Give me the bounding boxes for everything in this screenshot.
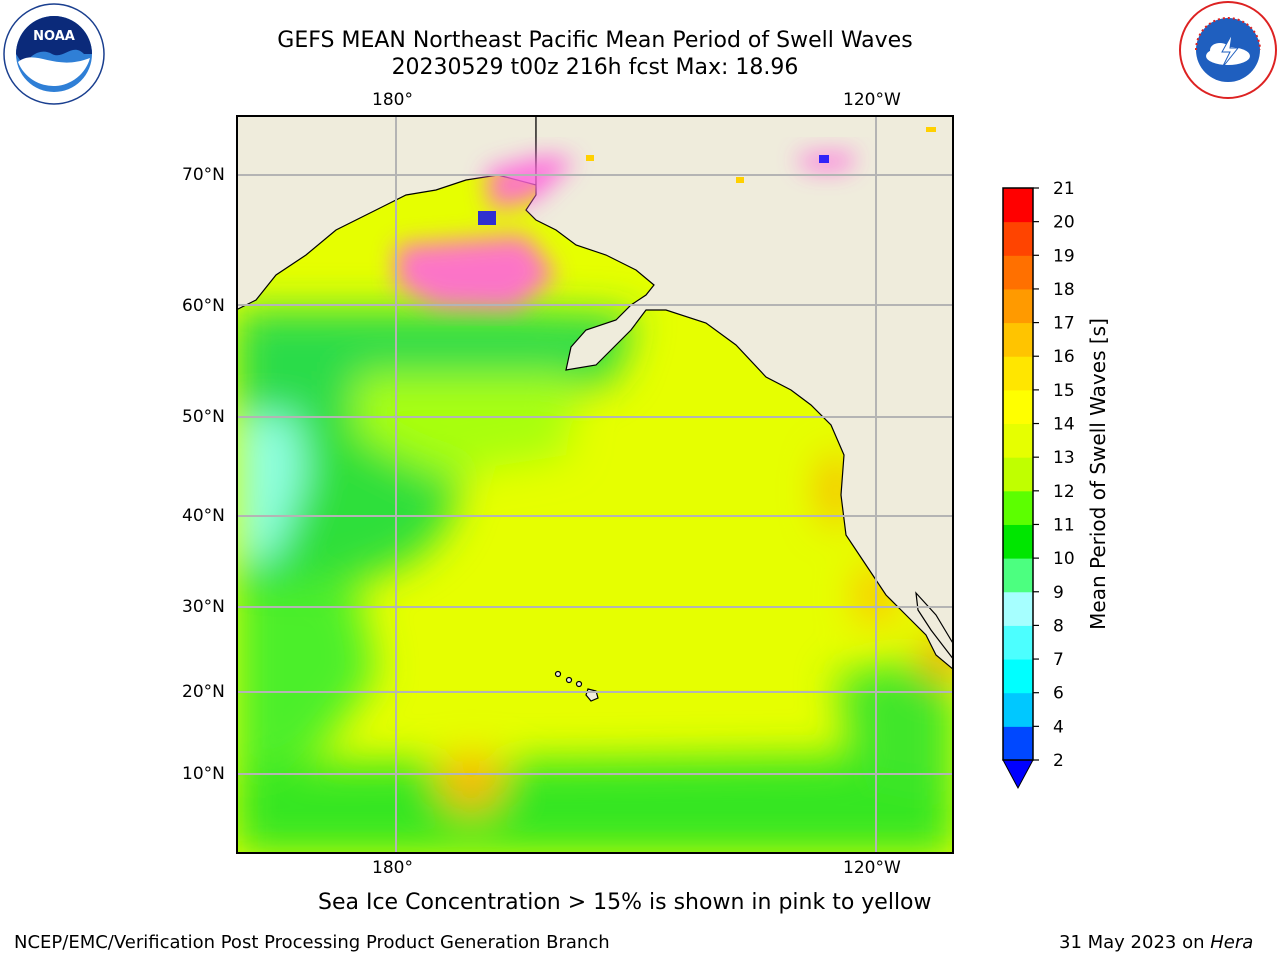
colorbar-tick-label: 19 — [1053, 246, 1075, 266]
colorbar-tick-label: 17 — [1053, 314, 1075, 334]
colorbar-cell — [1003, 188, 1033, 223]
colorbar-tick-label: 11 — [1053, 515, 1075, 535]
sea-ice-edge-1 — [586, 155, 594, 161]
land-hawaii-small-3 — [575, 680, 583, 688]
colorbar-tick-label: 15 — [1053, 381, 1075, 401]
colorbar-tick-label: 16 — [1053, 347, 1075, 367]
sea-ice-bering — [396, 235, 556, 310]
region-tropical-band — [236, 755, 954, 854]
sea-ice-edge-3 — [736, 177, 744, 183]
colorbar-tick-label: 8 — [1053, 616, 1064, 636]
colorbar-cell — [1003, 625, 1033, 660]
land-baja — [915, 591, 954, 661]
sea-ice-note: Sea Ice Concentration > 15% is shown in … — [318, 890, 932, 915]
colorbar-tick-label: 10 — [1053, 549, 1075, 569]
colorbar-extend-arrow — [1002, 759, 1034, 790]
colorbar-tick-label: 4 — [1053, 717, 1064, 737]
nws-logo-icon — [1176, 0, 1280, 104]
colorbar-tick-label: 12 — [1053, 482, 1075, 502]
land-hawaii-small-1 — [554, 670, 562, 678]
colorbar-cell — [1003, 423, 1033, 458]
region-midlat-blend — [356, 375, 576, 475]
colorbar-cell — [1003, 692, 1033, 727]
credit-text: NCEP/EMC/Verification Post Processing Pr… — [14, 932, 610, 953]
y-tick-50n: 50°N — [182, 407, 225, 427]
colorbar-cell — [1003, 389, 1033, 425]
colorbar-cell — [1003, 255, 1033, 290]
y-tick-10n: 10°N — [182, 764, 225, 784]
colorbar-tick-label: 20 — [1053, 213, 1075, 233]
colorbar-tick-label: 9 — [1053, 583, 1064, 603]
y-tick-70n: 70°N — [182, 165, 225, 185]
swell-period-map — [236, 115, 954, 854]
colorbar-cells — [1003, 188, 1033, 761]
colorbar-cell — [1003, 457, 1033, 492]
run-date-text: 31 May 2023 on — [1059, 932, 1211, 953]
colorbar-label: Mean Period of Swell Waves [s] — [1086, 318, 1110, 630]
sea-ice — [396, 153, 856, 310]
x-tick-bottom-120w: 120°W — [843, 858, 901, 878]
colorbar-tick-label: 21 — [1053, 180, 1075, 199]
colorbar-cell — [1003, 558, 1033, 593]
colorbar-tick-label: 2 — [1053, 751, 1064, 771]
colorbar-cell — [1003, 288, 1033, 324]
noaa-logo-text: NOAA — [33, 29, 75, 44]
colorbar-tick-label: 14 — [1053, 415, 1075, 435]
region-nw-pacific-low — [236, 415, 306, 565]
noaa-logo-icon: NOAA — [2, 2, 106, 106]
region-east-tropical — [836, 655, 954, 795]
colorbar-cell — [1003, 322, 1033, 357]
land — [236, 115, 954, 702]
colorbar-cell — [1003, 659, 1033, 694]
y-tick-40n: 40°N — [182, 506, 225, 526]
y-tick-30n: 30°N — [182, 597, 225, 617]
sea-ice-core-1 — [478, 211, 496, 225]
colorbar-cell — [1003, 524, 1033, 559]
map-frame — [236, 115, 954, 854]
colorbar-cell — [1003, 221, 1033, 256]
sea-ice-chukchi — [486, 155, 576, 210]
colorbar-tick-label: 7 — [1053, 650, 1064, 670]
colorbar-tick-label: 18 — [1053, 280, 1075, 300]
region-sw-hawaii-long — [439, 755, 503, 811]
run-host: Hera — [1210, 932, 1254, 953]
sea-ice-core-2 — [819, 155, 829, 163]
y-tick-20n: 20°N — [182, 682, 225, 702]
x-tick-top-120w: 120°W — [843, 90, 901, 110]
colorbar-ticks: 2 4 6 7 8 9 10 11 12 13 14 15 16 17 18 19 20 21 — [1033, 179, 1075, 771]
chart-title: GEFS MEAN Northeast Pacific Mean Period … — [277, 28, 913, 53]
colorbar: 2 4 6 7 8 9 10 11 12 13 14 15 16 17 18 19 20 21 Mean Peri… — [985, 179, 1125, 800]
run-date: 31 May 2023 on Hera — [1059, 932, 1253, 954]
region-subtropical-west — [236, 585, 376, 775]
land-north-america — [525, 115, 954, 671]
colorbar-tick-label: 6 — [1053, 684, 1064, 704]
graticule — [236, 115, 954, 854]
chart-subtitle: 20230529 t00z 216h fcst Max: 18.96 — [391, 55, 799, 80]
colorbar-cell — [1003, 356, 1033, 391]
x-tick-bottom-180: 180° — [372, 858, 413, 878]
colorbar-frame — [1002, 187, 1034, 761]
land-hawaii-small-2 — [565, 676, 573, 684]
colorbar-tick-label: 13 — [1053, 448, 1075, 468]
sea-ice-dense — [478, 127, 936, 225]
x-tick-top-180: 180° — [372, 90, 413, 110]
colorbar-cell — [1003, 726, 1033, 761]
colorbar-cell — [1003, 490, 1033, 525]
colorbar-cell — [1003, 591, 1033, 626]
y-tick-60n: 60°N — [182, 296, 225, 316]
sea-ice-edge-2 — [926, 127, 936, 132]
